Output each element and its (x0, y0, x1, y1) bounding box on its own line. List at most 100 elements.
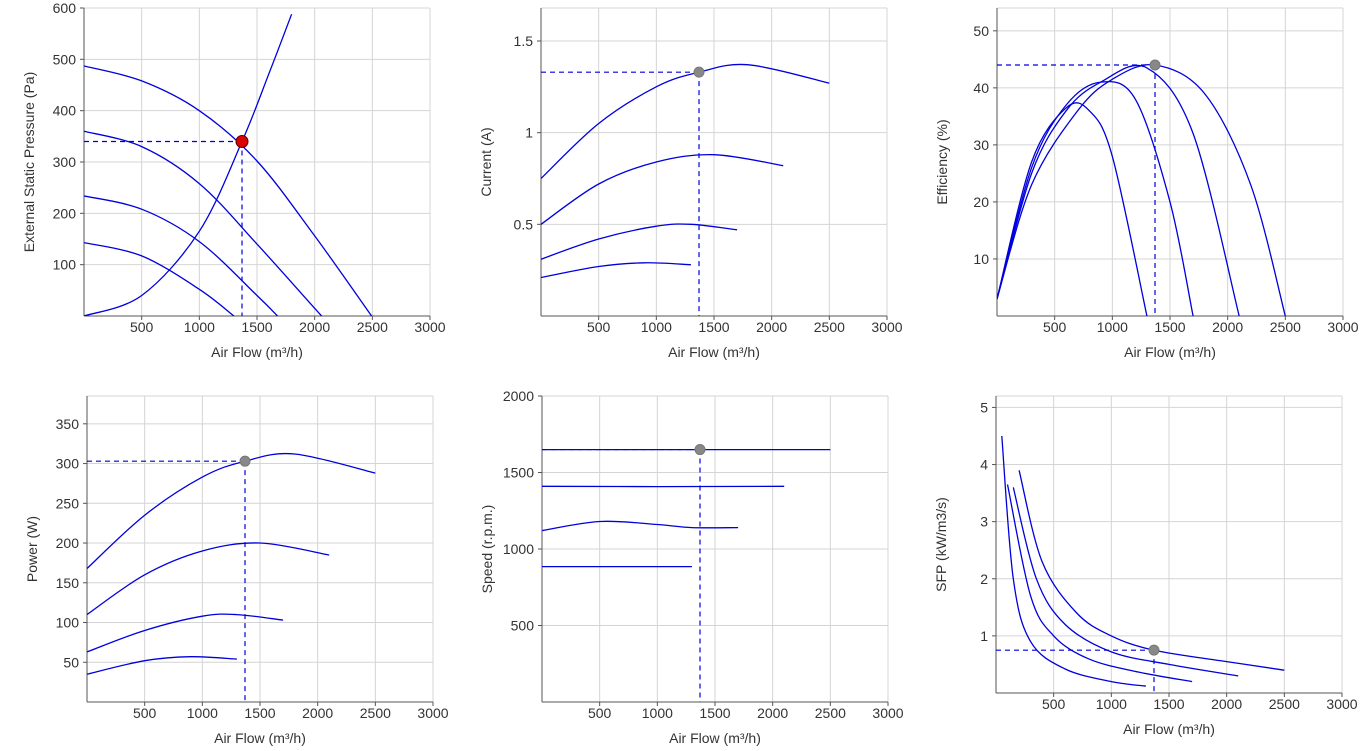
chart-panel-3: 500 1000 1500 2000 2500 3000 10 20 30 40 50 Air Flo… (934, 7, 1359, 360)
series-line-3 (87, 613, 284, 653)
x-tick-label: 1000 (184, 319, 215, 335)
y-tick-label: 1500 (503, 465, 534, 481)
y-axis-label: Current (A) (478, 127, 494, 196)
y-tick-label: 500 (511, 618, 535, 634)
x-tick-label: 1500 (1153, 696, 1184, 712)
curve-group (997, 63, 1286, 316)
series-line-3 (997, 80, 1194, 316)
x-tick-label: 2000 (757, 705, 788, 721)
x-tick-label: 3000 (414, 319, 445, 335)
x-tick-label: 1500 (241, 319, 272, 335)
series-line-2 (87, 542, 330, 616)
series-line-1 (1018, 470, 1285, 671)
operating-point (239, 455, 251, 467)
curve-group (84, 13, 373, 316)
y-tick-label: 0.5 (514, 216, 534, 232)
series-line-2 (1012, 487, 1239, 677)
x-tick-label: 1000 (1097, 319, 1128, 335)
x-axis-label: Air Flow (m³/h) (669, 730, 761, 746)
y-tick-label: 50 (63, 654, 79, 670)
x-tick-label: 500 (133, 705, 157, 721)
series-line-3 (84, 195, 279, 316)
x-tick-label: 1500 (698, 319, 729, 335)
y-tick-label: 150 (56, 575, 80, 591)
x-tick-label: 1000 (1096, 696, 1127, 712)
x-tick-label: 2000 (1211, 696, 1242, 712)
series-line-3 (542, 520, 739, 532)
x-tick-label: 500 (1043, 319, 1067, 335)
y-tick-label: 30 (973, 137, 989, 153)
system-curve (84, 13, 293, 316)
x-tick-label: 1500 (1154, 319, 1185, 335)
series-line-1 (997, 63, 1286, 316)
chart-panel-2: 500 1000 1500 2000 2500 3000 0.5 1 1.5 Air Flow (… (478, 7, 903, 360)
y-tick-label: 1000 (503, 541, 534, 557)
operating-point (1148, 644, 1160, 656)
x-tick-label: 2500 (1270, 319, 1301, 335)
x-tick-label: 1000 (641, 319, 672, 335)
x-tick-label: 2500 (815, 705, 846, 721)
y-tick-label: 1.5 (514, 33, 534, 49)
x-axis-label: Air Flow (m³/h) (211, 344, 303, 360)
x-tick-label: 1500 (699, 705, 730, 721)
x-tick-label: 3000 (872, 705, 903, 721)
chart-panel-1: 500 1000 1500 2000 2500 3000 100 200 300 400 500 60… (21, 0, 446, 360)
x-tick-label: 1500 (244, 705, 275, 721)
series-line-4 (541, 262, 691, 279)
x-axis-label: Air Flow (m³/h) (668, 344, 760, 360)
x-tick-label: 2000 (1212, 319, 1243, 335)
x-tick-label: 500 (130, 319, 154, 335)
y-tick-label: 4 (980, 457, 988, 473)
chart-panel-4: 500 1000 1500 2000 2500 3000 50 100 150 200 250 300… (24, 395, 449, 746)
operating-point (693, 66, 705, 78)
y-tick-label: 300 (53, 154, 77, 170)
y-tick-label: 50 (973, 23, 989, 39)
series-line-2 (541, 153, 784, 225)
x-tick-label: 2500 (814, 319, 845, 335)
y-tick-label: 200 (56, 535, 80, 551)
series-line-4 (1001, 435, 1146, 687)
y-tick-label: 100 (53, 257, 77, 273)
series-line-3 (541, 223, 738, 260)
series-line-2 (997, 64, 1240, 316)
series-line-1 (87, 452, 376, 569)
y-tick-label: 500 (53, 51, 77, 67)
y-axis-label: SFP (kW/m3/s) (933, 497, 949, 592)
curve-group (87, 452, 376, 675)
y-tick-label: 1 (980, 628, 988, 644)
x-axis-label: Air Flow (m³/h) (1123, 721, 1215, 737)
series-line-4 (997, 102, 1148, 316)
y-tick-label: 2 (980, 571, 988, 587)
x-tick-label: 2500 (360, 705, 391, 721)
y-axis-label: Efficiency (%) (934, 119, 950, 204)
series-line-4 (84, 241, 235, 316)
chart-panel-5: 500 1000 1500 2000 2500 3000 500 1000 1500 2000 Ai… (479, 388, 904, 746)
y-axis-label: Power (W) (24, 516, 40, 582)
series-line-2 (84, 130, 323, 316)
curve-group (541, 63, 830, 279)
series-line-1 (541, 63, 830, 179)
x-tick-label: 500 (588, 705, 612, 721)
curve-group (1001, 435, 1285, 687)
y-tick-label: 350 (56, 416, 80, 432)
y-tick-label: 20 (973, 194, 989, 210)
y-tick-label: 300 (56, 456, 80, 472)
y-axis-label: Speed (r.p.m.) (479, 505, 495, 594)
y-tick-label: 250 (56, 495, 80, 511)
x-tick-label: 3000 (871, 319, 902, 335)
x-tick-label: 500 (587, 319, 611, 335)
y-tick-label: 400 (53, 103, 77, 119)
series-line-1 (84, 65, 373, 316)
y-tick-label: 600 (53, 0, 77, 16)
y-tick-label: 5 (980, 399, 988, 415)
x-tick-label: 2000 (756, 319, 787, 335)
y-tick-label: 100 (56, 615, 80, 631)
y-axis-label: External Static Pressure (Pa) (21, 72, 37, 253)
series-line-3 (1006, 484, 1193, 683)
series-line-4 (87, 656, 237, 675)
x-tick-label: 2000 (302, 705, 333, 721)
x-tick-label: 1000 (187, 705, 218, 721)
x-tick-label: 3000 (417, 705, 448, 721)
x-axis-label: Air Flow (m³/h) (1124, 344, 1216, 360)
